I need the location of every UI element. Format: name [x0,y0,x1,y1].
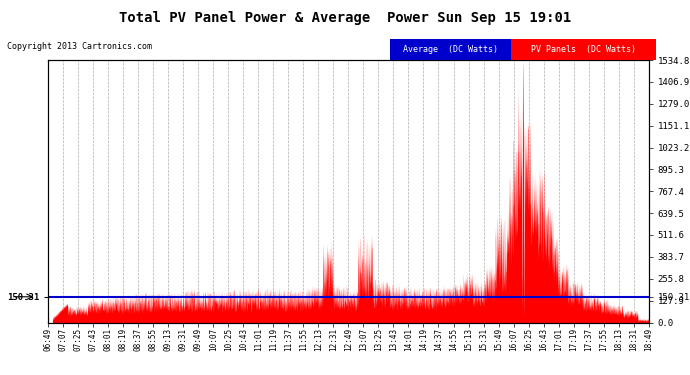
Text: Average  (DC Watts): Average (DC Watts) [403,45,497,54]
Text: PV Panels  (DC Watts): PV Panels (DC Watts) [531,45,635,54]
Text: Total PV Panel Power & Average  Power Sun Sep 15 19:01: Total PV Panel Power & Average Power Sun… [119,11,571,25]
Text: Copyright 2013 Cartronics.com: Copyright 2013 Cartronics.com [7,42,152,51]
